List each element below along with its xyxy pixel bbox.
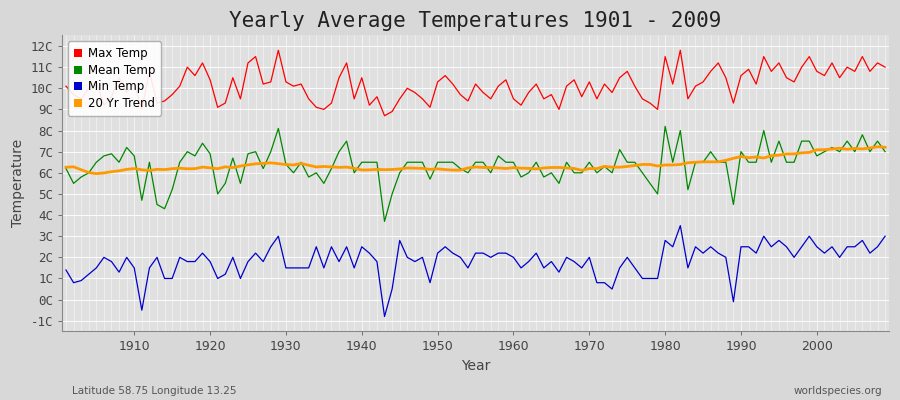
Legend: Max Temp, Mean Temp, Min Temp, 20 Yr Trend: Max Temp, Mean Temp, Min Temp, 20 Yr Tre… — [68, 41, 161, 116]
Text: worldspecies.org: worldspecies.org — [794, 386, 882, 396]
Title: Yearly Average Temperatures 1901 - 2009: Yearly Average Temperatures 1901 - 2009 — [230, 11, 722, 31]
X-axis label: Year: Year — [461, 359, 491, 373]
Y-axis label: Temperature: Temperature — [11, 139, 25, 228]
Text: Latitude 58.75 Longitude 13.25: Latitude 58.75 Longitude 13.25 — [72, 386, 237, 396]
